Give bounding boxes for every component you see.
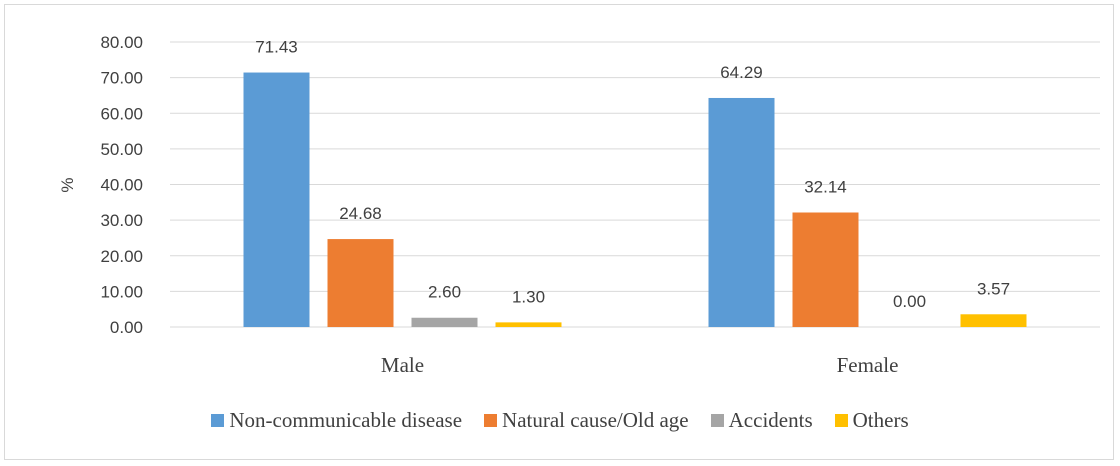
category-label: Female [837, 353, 899, 377]
y-tick-label: 30.00 [100, 211, 143, 230]
data-label: 0.00 [893, 292, 926, 311]
y-tick-label: 60.00 [100, 104, 143, 123]
y-tick-label: 20.00 [100, 247, 143, 266]
legend-swatch [484, 414, 498, 427]
y-tick-label: 40.00 [100, 176, 143, 195]
data-label: 1.30 [512, 287, 545, 306]
bar [708, 97, 775, 327]
y-tick-label: 70.00 [100, 69, 143, 88]
category-labels: Male Female [381, 353, 898, 377]
category-label: Male [381, 353, 424, 377]
legend: Non-communicable disease Natural cause/Ol… [0, 408, 1120, 433]
data-label: 32.14 [804, 178, 847, 197]
legend-item: Non-communicable disease [211, 408, 462, 433]
y-tick-label: 0.00 [110, 318, 143, 337]
data-label: 3.57 [977, 279, 1010, 298]
bar [495, 322, 562, 327]
legend-label: Natural cause/Old age [502, 408, 689, 432]
y-tick-label: 50.00 [100, 140, 143, 159]
legend-item: Accidents [710, 408, 813, 433]
chart-frame [4, 4, 1114, 460]
data-label: 24.68 [339, 204, 382, 223]
legend-swatch [211, 414, 225, 427]
legend-swatch [710, 414, 724, 427]
y-tick-label: 10.00 [100, 282, 143, 301]
bar [792, 212, 859, 327]
bar [327, 239, 394, 327]
y-tick-label: 80.00 [100, 33, 143, 52]
legend-item: Natural cause/Old age [484, 408, 689, 433]
bar-chart: 0.00 10.00 20.00 30.00 40.00 50.00 60.00 70.00 8… [58, 33, 1100, 377]
bar [243, 72, 310, 327]
bar [411, 317, 478, 327]
y-axis-ticks: 0.00 10.00 20.00 30.00 40.00 50.00 60.00 70.00 8… [100, 33, 143, 337]
legend-label: Non-communicable disease [229, 408, 463, 432]
bars [243, 72, 1027, 327]
data-labels: 71.43 24.68 2.60 1.30 64.29 32.14 0.00 3.57 [255, 38, 1010, 311]
legend-swatch [834, 414, 848, 427]
legend-label: Others [852, 408, 909, 432]
y-axis-label: % [58, 177, 77, 192]
data-label: 71.43 [255, 38, 298, 57]
data-label: 64.29 [720, 63, 763, 82]
legend-label: Accidents [728, 408, 813, 432]
data-label: 2.60 [428, 283, 461, 302]
bar [960, 314, 1027, 327]
legend-item: Others [834, 408, 909, 433]
gridlines [170, 41, 1100, 328]
